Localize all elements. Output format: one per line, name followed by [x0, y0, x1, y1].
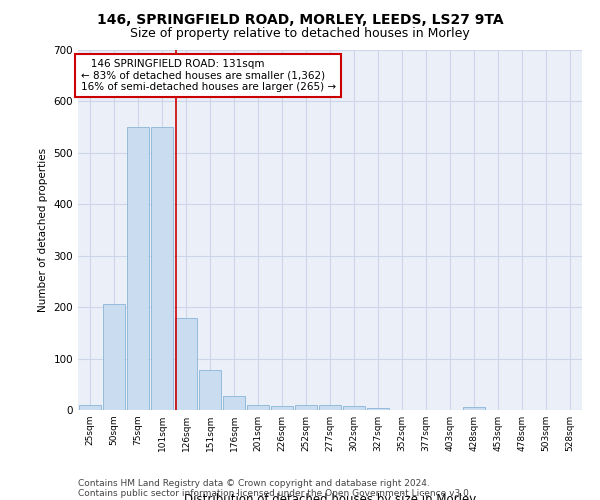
- Bar: [127, 127, 149, 410]
- Bar: [103, 304, 125, 410]
- Bar: [223, 396, 245, 410]
- Bar: [175, 318, 197, 410]
- X-axis label: Distribution of detached houses by size in Morley: Distribution of detached houses by size …: [184, 493, 476, 500]
- Bar: [247, 405, 269, 410]
- Text: 146 SPRINGFIELD ROAD: 131sqm
← 83% of detached houses are smaller (1,362)
16% of: 146 SPRINGFIELD ROAD: 131sqm ← 83% of de…: [80, 59, 335, 92]
- Bar: [151, 127, 173, 410]
- Bar: [463, 408, 485, 410]
- Bar: [271, 406, 293, 410]
- Text: Size of property relative to detached houses in Morley: Size of property relative to detached ho…: [130, 28, 470, 40]
- Y-axis label: Number of detached properties: Number of detached properties: [38, 148, 48, 312]
- Bar: [367, 408, 389, 410]
- Text: Contains HM Land Registry data © Crown copyright and database right 2024.: Contains HM Land Registry data © Crown c…: [78, 478, 430, 488]
- Bar: [319, 405, 341, 410]
- Text: 146, SPRINGFIELD ROAD, MORLEY, LEEDS, LS27 9TA: 146, SPRINGFIELD ROAD, MORLEY, LEEDS, LS…: [97, 12, 503, 26]
- Bar: [79, 405, 101, 410]
- Bar: [199, 370, 221, 410]
- Text: Contains public sector information licensed under the Open Government Licence v3: Contains public sector information licen…: [78, 488, 472, 498]
- Bar: [343, 406, 365, 410]
- Bar: [295, 405, 317, 410]
